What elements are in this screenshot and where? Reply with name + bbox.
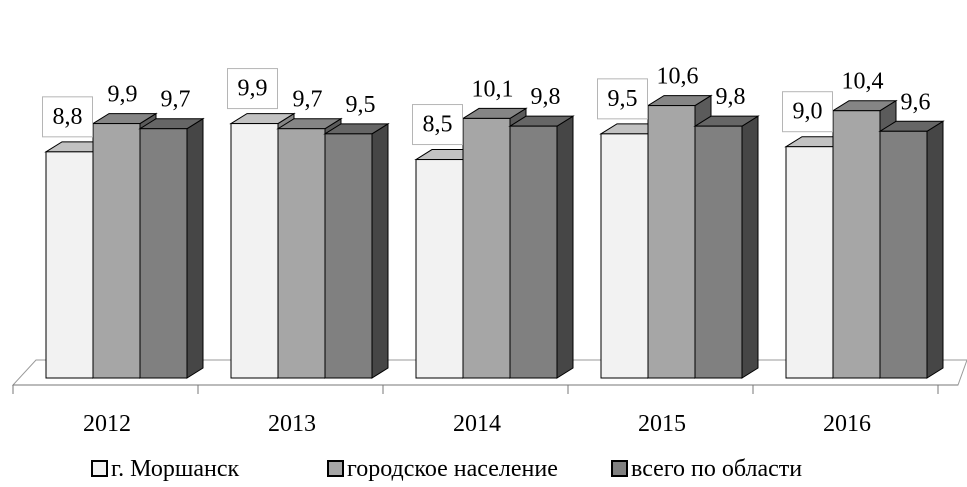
data-label-box: [42, 96, 93, 138]
bar: [138, 117, 205, 379]
bar-front-face: [785, 146, 834, 379]
bars-group: [44, 94, 945, 379]
data-label-box: [782, 91, 833, 133]
legend-label: г. Моршанск: [111, 456, 240, 482]
bar-front-face: [92, 123, 141, 379]
legend-swatch: [327, 460, 344, 477]
bar-front-face: [647, 105, 696, 379]
bar-front-face: [879, 130, 928, 379]
bar: [508, 115, 575, 379]
legend-item: г. Моршанск: [91, 456, 240, 482]
bar-side-face: [926, 120, 944, 379]
data-label: 9,9: [238, 76, 268, 102]
bar: [693, 115, 760, 379]
bar-front-face: [139, 128, 188, 379]
data-label-box: [412, 104, 463, 146]
data-label: 8,5: [423, 112, 453, 138]
legend-item: городское население: [327, 456, 558, 482]
bar-front-face: [230, 123, 279, 379]
x-axis-ticks: 2012 2013 2014 2015 2016: [83, 411, 871, 437]
bar-front-face: [45, 151, 94, 379]
data-labels-group: 8,8 9,9 9,7 9,9 9,7 9,5 8,5 10,1 9,8 9,5 10,6 9,8 9,…: [42, 64, 931, 146]
x-tick-label: 2012: [83, 411, 131, 437]
bar-front-face: [694, 125, 743, 379]
data-label: 10,4: [842, 69, 884, 95]
bar-side-face: [556, 115, 574, 379]
data-label: 9,7: [293, 87, 323, 113]
bar-front-face: [324, 133, 373, 379]
bar-front-face: [832, 110, 881, 379]
legend-swatch: [611, 460, 628, 477]
bar-side-face: [371, 122, 389, 379]
bar-front-face: [600, 133, 649, 379]
legend-item: всего по области: [611, 456, 802, 482]
data-label: 9,7: [161, 87, 191, 113]
data-label: 9,8: [716, 84, 746, 110]
data-label: 9,8: [531, 84, 561, 110]
data-label-box: [597, 78, 648, 120]
x-tick-label: 2015: [638, 411, 686, 437]
data-label: 10,1: [472, 76, 514, 102]
bar-front-face: [509, 125, 558, 379]
bar: [878, 120, 945, 379]
legend-label: всего по области: [631, 456, 802, 482]
bar: [323, 122, 390, 379]
bar-side-face: [186, 117, 204, 379]
x-tick-label: 2016: [823, 411, 871, 437]
legend-label: городское население: [347, 456, 558, 482]
legend-swatch: [91, 460, 108, 477]
bar-side-face: [741, 115, 759, 379]
bar-front-face: [277, 128, 326, 379]
bar-front-face: [415, 159, 464, 379]
data-label-box: [227, 68, 278, 110]
data-label: 9,5: [346, 92, 376, 118]
data-label: 9,5: [608, 86, 638, 112]
data-label: 9,0: [793, 99, 823, 125]
data-label: 10,6: [657, 64, 699, 90]
x-tick-label: 2013: [268, 411, 316, 437]
bar-front-face: [462, 117, 511, 379]
data-label: 9,9: [108, 82, 138, 108]
x-tick-label: 2014: [453, 411, 501, 437]
data-label: 9,6: [901, 89, 931, 115]
data-label: 8,8: [53, 104, 83, 130]
legend: г. Моршанск городское население всего по о…: [91, 456, 802, 482]
